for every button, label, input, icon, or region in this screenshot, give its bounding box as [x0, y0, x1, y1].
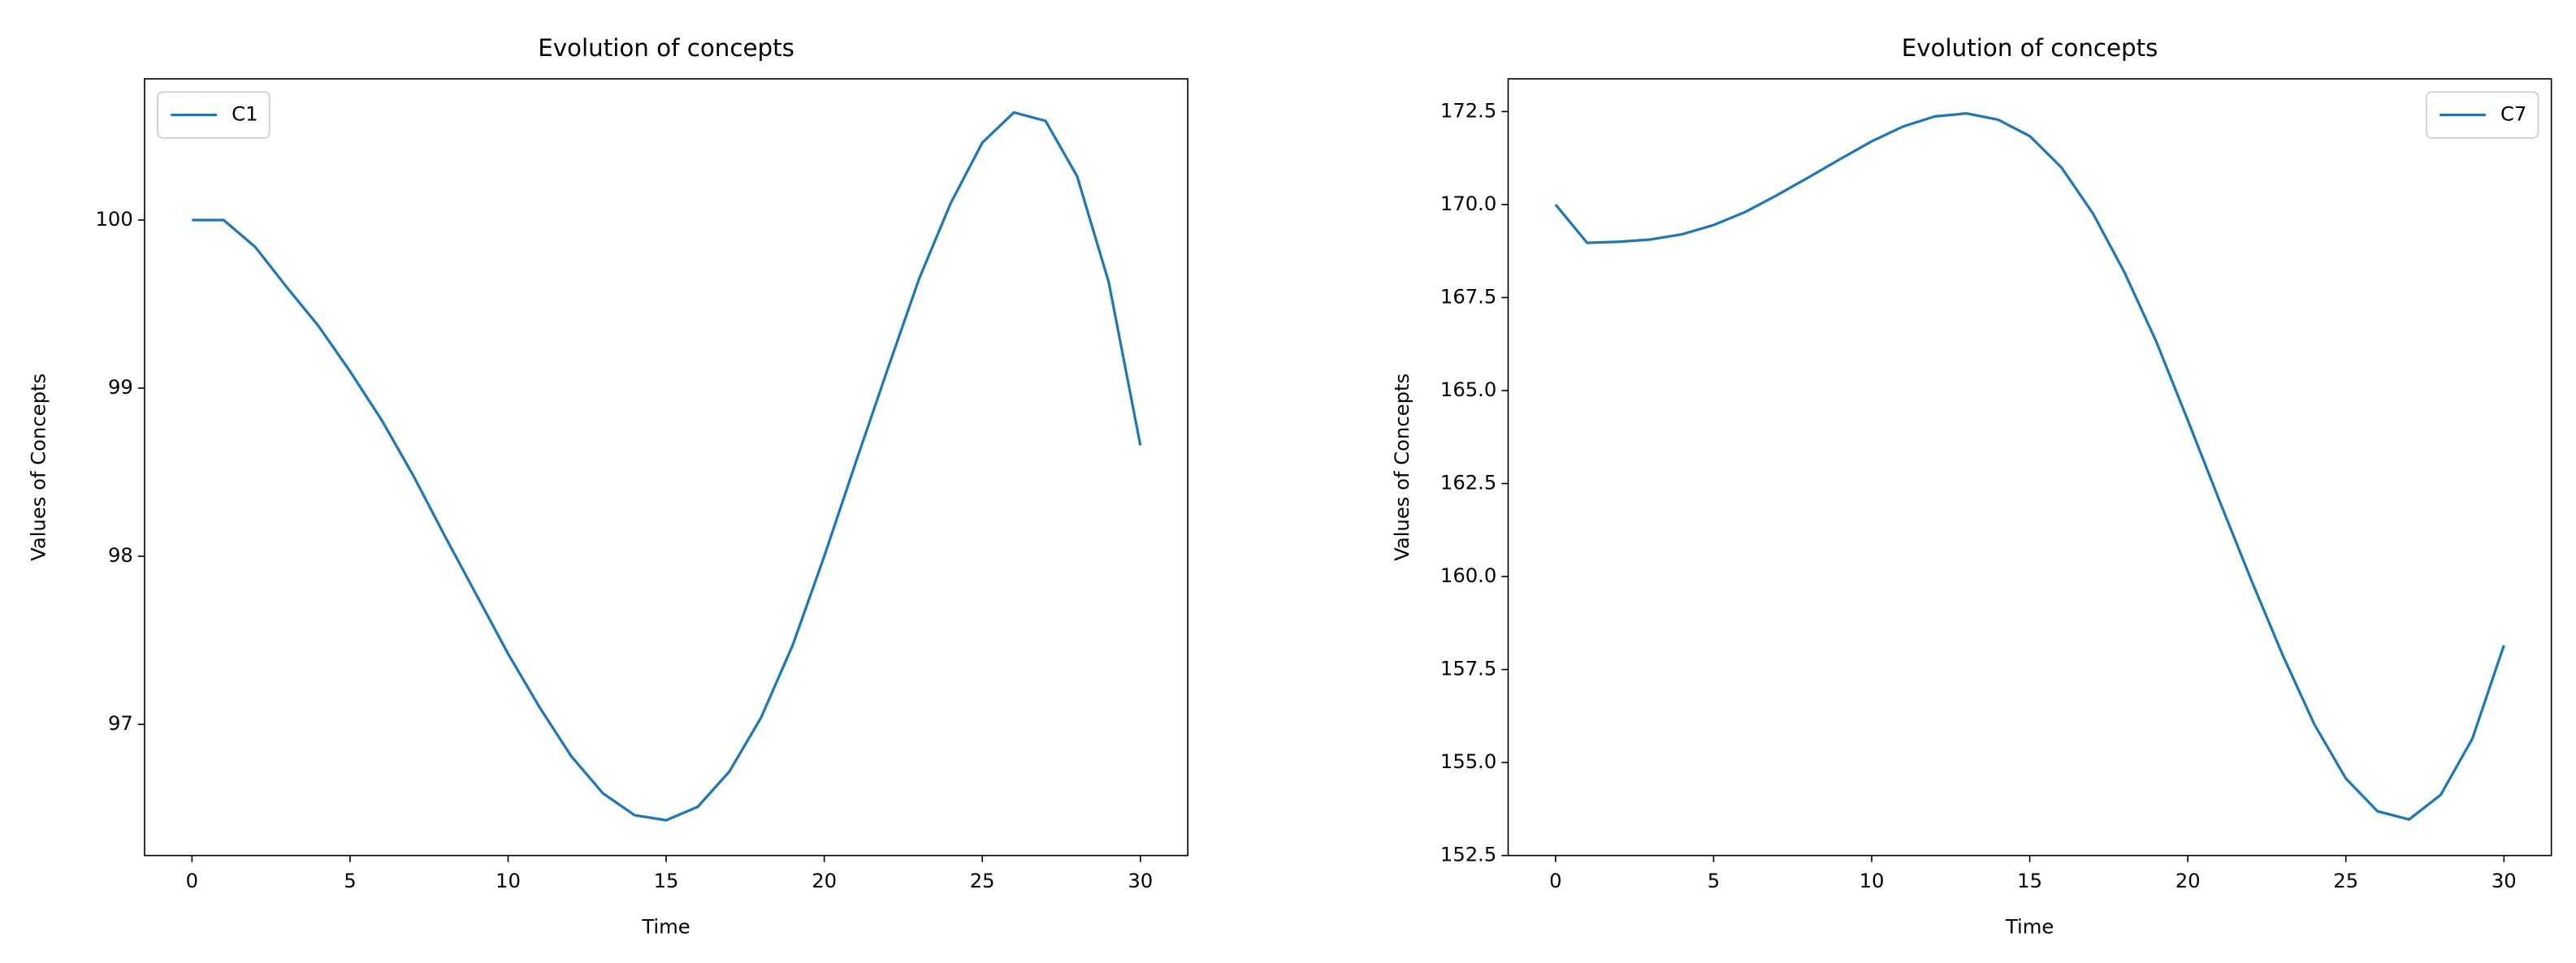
y-tick-label: 165.0: [1440, 378, 1496, 401]
x-tick-label: 5: [1708, 869, 1720, 892]
x-tick-label: 15: [2017, 869, 2042, 892]
y-tick-label: 160.0: [1440, 564, 1496, 587]
y-tick-label: 155.0: [1440, 749, 1496, 773]
x-tick-label: 20: [812, 869, 837, 892]
x-axis-label: Time: [2005, 915, 2054, 939]
y-tick-label: 97: [108, 711, 133, 735]
x-tick-label: 30: [1128, 869, 1153, 892]
y-tick-label: 157.5: [1440, 657, 1496, 680]
legend-label: C1: [232, 102, 258, 126]
y-tick-label: 170.0: [1440, 192, 1496, 215]
x-tick-label: 5: [344, 869, 356, 892]
y-tick-label: 99: [108, 375, 133, 399]
subplot: Evolution of concepts Time Values of Conce…: [27, 34, 1188, 939]
x-tick-label: 15: [654, 869, 679, 892]
x-tick-label: 0: [186, 869, 198, 892]
x-tick-label: 25: [2333, 869, 2358, 892]
y-tick-label: 100: [96, 207, 133, 231]
y-tick-label: 162.5: [1440, 471, 1496, 494]
legend-label: C7: [2500, 102, 2526, 126]
y-tick-label: 167.5: [1440, 284, 1496, 308]
x-tick-label: 10: [496, 869, 521, 892]
series-line: [192, 110, 1142, 822]
subplot: Evolution of concepts Time Values of Conce…: [1390, 34, 2552, 939]
chart-title: Evolution of concepts: [1902, 34, 2158, 62]
x-tick-label: 30: [2492, 869, 2517, 892]
y-tick-label: 172.5: [1440, 98, 1496, 122]
plot-frame: [1507, 78, 2552, 857]
plot-frame: [144, 78, 1188, 857]
x-tick-label: 10: [1859, 869, 1885, 892]
x-tick-label: 0: [1549, 869, 1561, 892]
x-tick-label: 25: [970, 869, 995, 892]
chart-title: Evolution of concepts: [538, 34, 794, 62]
x-tick-label: 20: [2176, 869, 2201, 892]
y-tick-label: 152.5: [1440, 843, 1496, 866]
x-axis-label: Time: [641, 915, 690, 939]
y-axis-label: Values of Concepts: [27, 374, 50, 561]
y-tick-label: 98: [108, 543, 133, 567]
y-axis-label: Values of Concepts: [1390, 374, 1414, 561]
series-line: [1554, 112, 2505, 821]
